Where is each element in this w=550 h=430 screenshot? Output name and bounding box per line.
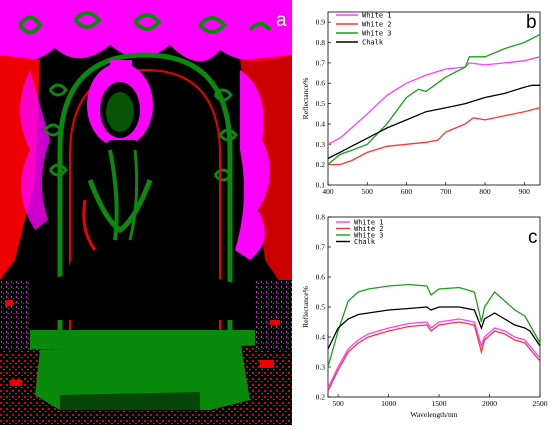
y-tick-label: 0.1 bbox=[316, 181, 326, 190]
series-line-white-3 bbox=[327, 283, 541, 368]
y-tick-label: 0.4 bbox=[316, 119, 326, 128]
legend-label: Chalk bbox=[362, 39, 384, 47]
x-tick-label: 1000 bbox=[381, 399, 396, 408]
series-line-chalk bbox=[327, 84, 540, 160]
x-tick-label: 600 bbox=[401, 187, 413, 196]
y-tick-label: 0.7 bbox=[316, 243, 326, 252]
y-tick-label: 0.5 bbox=[316, 99, 326, 108]
reflectance-chart-visible: b 400 500 600 700 800 900 0.1 0.2 0.3 0.4 0.5 0.6 0.… bbox=[301, 11, 541, 196]
legend-label: White 1 bbox=[362, 12, 392, 20]
legend-label: White 2 bbox=[354, 225, 384, 233]
series-line-chalk bbox=[327, 306, 541, 350]
y-tick-label: 0.8 bbox=[316, 213, 326, 222]
y-tick-label: 0.2 bbox=[316, 160, 326, 169]
panel-c-label: c bbox=[528, 227, 538, 248]
panel-a-mural-image: a bbox=[0, 0, 292, 425]
reflectance-chart-full: c 500 1000 1500 2000 2500 0.2 0.3 0.4 0.5 0.6 0.7 0… bbox=[301, 213, 548, 420]
x-tick-label: 500 bbox=[332, 399, 344, 408]
y-tick-label: 0.7 bbox=[316, 58, 326, 67]
legend-label: White 2 bbox=[362, 21, 392, 29]
series-line-white-1 bbox=[327, 318, 541, 389]
y-tick-label: 0.6 bbox=[316, 273, 326, 282]
x-tick-label: 900 bbox=[519, 187, 531, 196]
legend-label: Chalk bbox=[354, 238, 376, 246]
series-line-white-2 bbox=[328, 107, 541, 166]
series-line-white-3 bbox=[327, 33, 541, 166]
y-tick-label: 0.3 bbox=[316, 140, 326, 149]
y-tick-label: 0.3 bbox=[316, 363, 326, 372]
panel-b-chart: b 400 500 600 700 800 900 0.1 0.2 0.3 0.4 0.5 0.6 0.… bbox=[292, 0, 550, 205]
legend-label: White 3 bbox=[362, 30, 392, 38]
x-tick-label: 500 bbox=[362, 187, 374, 196]
y-tick-label: 0.4 bbox=[316, 333, 326, 342]
x-tick-label: 2500 bbox=[533, 399, 548, 408]
y-tick-label: 0.2 bbox=[316, 393, 326, 402]
panel-a-label: a bbox=[276, 10, 287, 31]
y-axis-label: Reflectance% bbox=[301, 78, 310, 120]
x-tick-label: 1500 bbox=[432, 399, 447, 408]
legend-label: White 3 bbox=[354, 232, 384, 240]
y-tick-label: 0.5 bbox=[316, 303, 326, 312]
x-axis-label: Wavelength/nm bbox=[410, 410, 457, 419]
x-tick-label: 700 bbox=[440, 187, 452, 196]
y-axis-label: Reflectance% bbox=[301, 286, 310, 328]
plot-frame bbox=[327, 11, 541, 186]
series-line-white-2 bbox=[327, 321, 541, 392]
panel-b-label: b bbox=[526, 12, 537, 33]
series-line-white-1 bbox=[327, 56, 541, 145]
mural-classification-map: a bbox=[0, 0, 292, 425]
legend-label: White 1 bbox=[354, 219, 384, 227]
panel-c-chart: c 500 1000 1500 2000 2500 0.2 0.3 0.4 0.5 0.6 0.7 0… bbox=[292, 205, 550, 425]
y-tick-label: 0.9 bbox=[316, 18, 326, 27]
y-tick-label: 0.8 bbox=[316, 38, 326, 47]
y-tick-label: 0.6 bbox=[316, 79, 326, 88]
x-tick-label: 2000 bbox=[482, 399, 497, 408]
x-tick-label: 800 bbox=[479, 187, 491, 196]
x-tick-label: 400 bbox=[322, 187, 334, 196]
